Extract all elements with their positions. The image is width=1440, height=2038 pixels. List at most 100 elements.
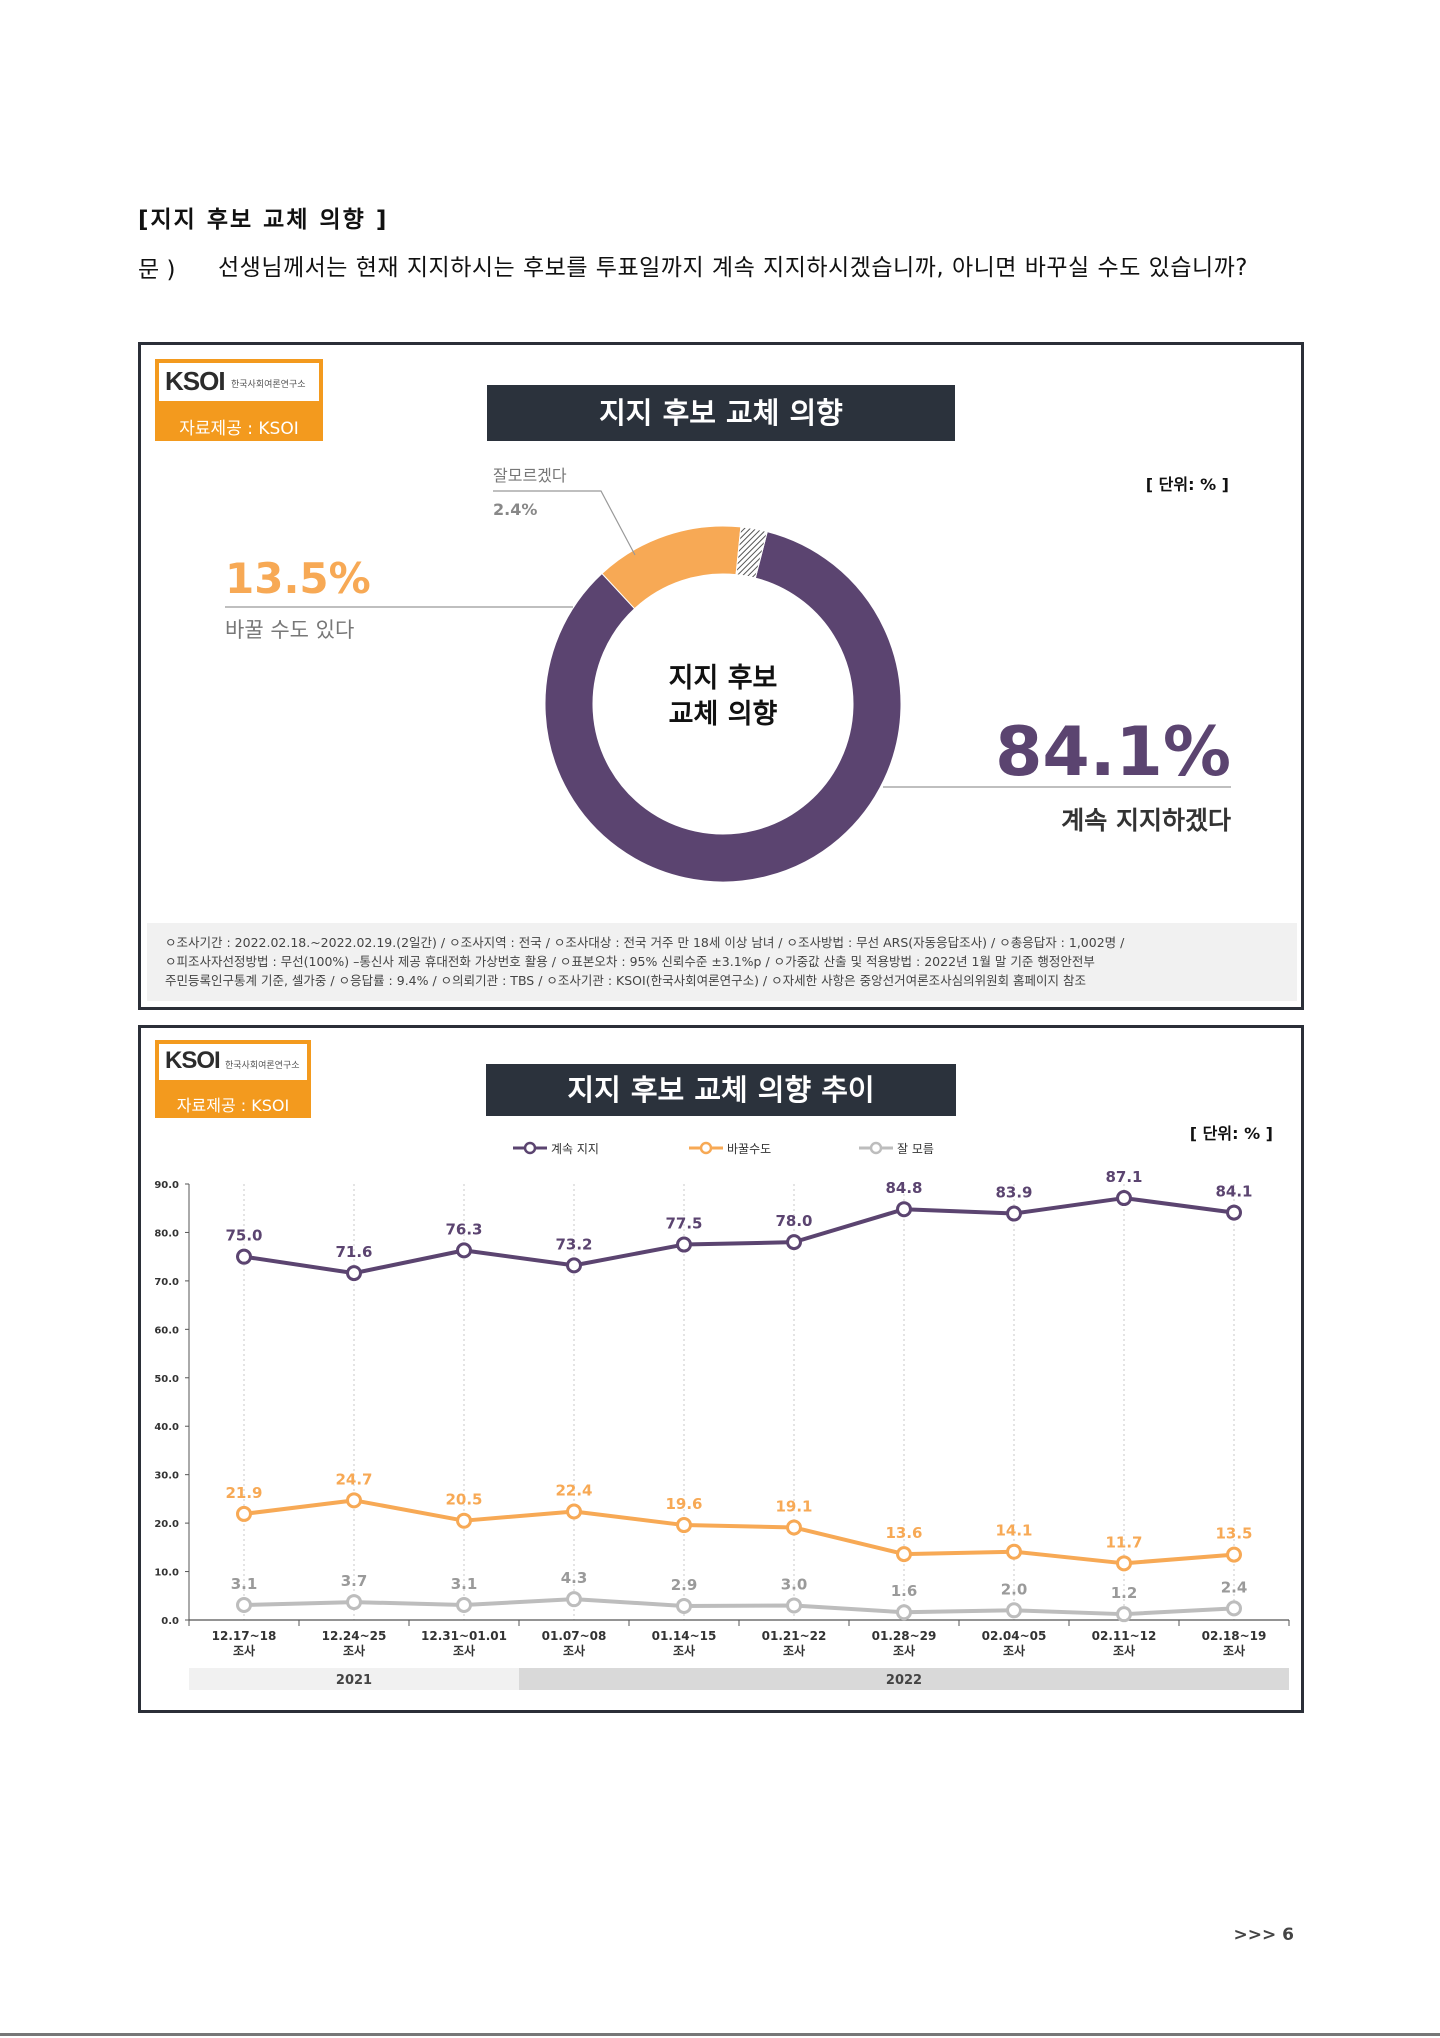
line-title: 지지 후보 교체 의향 추이 xyxy=(486,1064,956,1116)
data-point-change xyxy=(676,1517,692,1534)
line-chart: 0.0 10.0 20.0 30.0 40.0 50.0 60.0 70.0 80.0 90.0 1… xyxy=(154,1141,1290,1690)
data-label-change: 24.7 xyxy=(335,1470,372,1488)
logo-subtitle: 한국사회여론연구소 xyxy=(225,1061,300,1071)
x-tick-label: 12.17~18 xyxy=(212,1629,277,1643)
donut-slice-dont-know xyxy=(735,526,768,579)
donut-footnote: ㅇ조사기간 : 2022.02.18.~2022.02.19.(2일간) / ㅇ… xyxy=(147,923,1297,1001)
footnote-line: ㅇ피조사자선정방법 : 무선(100%) –통신사 제공 휴대전화 가상번호 활… xyxy=(165,954,1095,969)
data-point-continue xyxy=(456,1242,472,1259)
data-label-change: 14.1 xyxy=(995,1522,1032,1540)
data-label-continue: 83.9 xyxy=(995,1184,1032,1202)
data-point-continue xyxy=(566,1257,582,1274)
data-label-continue: 75.0 xyxy=(225,1227,262,1245)
legend-marker-change xyxy=(699,1141,713,1155)
continue-label: 계속 지지하겠다 xyxy=(1061,806,1231,835)
data-point-dont-know xyxy=(236,1596,252,1613)
data-point-continue xyxy=(236,1248,252,1265)
data-label-dont-know: 4.3 xyxy=(561,1569,588,1587)
y-tick-label: 0.0 xyxy=(161,1616,179,1627)
data-label-continue: 87.1 xyxy=(1105,1168,1142,1186)
x-tick-label: 12.31~01.01 xyxy=(421,1629,507,1643)
data-label-continue: 84.1 xyxy=(1215,1183,1252,1201)
x-tick-label: 조사 xyxy=(233,1643,255,1658)
series-line-change xyxy=(243,1498,1235,1566)
legend-marker-continue xyxy=(523,1141,537,1155)
data-point-change xyxy=(346,1492,362,1509)
x-tick-label: 02.11~12 xyxy=(1092,1629,1157,1643)
data-label-dont-know: 3.1 xyxy=(451,1575,478,1593)
data-label-dont-know: 3.7 xyxy=(341,1572,368,1590)
dk-label: 잘모르겠다 xyxy=(493,466,567,485)
donut-center-line1: 지지 후보 xyxy=(669,663,778,694)
data-point-change xyxy=(896,1546,912,1563)
year-label-2021: 2021 xyxy=(336,1673,372,1688)
data-label-change: 19.1 xyxy=(775,1497,812,1515)
data-point-change xyxy=(1006,1543,1022,1560)
x-tick-label: 조사 xyxy=(893,1643,915,1658)
data-point-dont-know xyxy=(456,1596,472,1613)
legend-label-continue: 계속 지지 xyxy=(551,1142,599,1156)
data-label-dont-know: 3.0 xyxy=(781,1575,808,1593)
page-bottom-border xyxy=(0,2033,1440,2036)
x-tick-label: 조사 xyxy=(1003,1643,1025,1658)
y-tick-label: 20.0 xyxy=(154,1519,179,1530)
ksoi-logo: KSOI 한국사회여론연구소 자료제공 : KSOI xyxy=(155,359,323,441)
donut-slice-continue xyxy=(544,530,902,883)
donut-title: 지지 후보 교체 의향 xyxy=(487,385,955,441)
data-label-dont-know: 2.0 xyxy=(1001,1580,1028,1598)
data-label-change: 22.4 xyxy=(555,1481,592,1499)
data-point-continue xyxy=(1226,1204,1242,1221)
data-label-continue: 73.2 xyxy=(555,1235,592,1253)
x-tick-label: 조사 xyxy=(673,1643,695,1658)
year-band-2021 xyxy=(189,1668,519,1690)
donut-chart-panel: KSOI 한국사회여론연구소 자료제공 : KSOI 지지 후보 교체 의향 [… xyxy=(138,342,1304,1010)
logo-brand: KSOI xyxy=(165,366,226,396)
y-tick-label: 10.0 xyxy=(154,1568,179,1579)
data-point-continue xyxy=(896,1201,912,1218)
logo-brand: KSOI xyxy=(165,1047,221,1074)
change-label: 바꿀 수도 있다 xyxy=(225,618,354,642)
data-label-change: 19.6 xyxy=(665,1495,702,1513)
x-tick-label: 조사 xyxy=(1223,1643,1245,1658)
x-tick-label: 조사 xyxy=(563,1643,585,1658)
data-point-dont-know xyxy=(346,1594,362,1611)
dk-leader-line xyxy=(493,490,636,556)
donut-chart: 지지 후보 교체 의향 잘모르겠다 2.4% 13.5% 바꿀 수도 있다 84… xyxy=(225,466,1231,883)
data-label-dont-know: 3.1 xyxy=(231,1575,258,1593)
data-label-continue: 71.6 xyxy=(335,1243,372,1261)
ksoi-logo: KSOI 한국사회여론연구소 자료제공 : KSOI xyxy=(155,1040,311,1118)
legend-label-change: 바꿀수도 xyxy=(727,1142,771,1156)
series-line-continue xyxy=(243,1196,1235,1276)
data-point-continue xyxy=(676,1236,692,1253)
data-label-continue: 84.8 xyxy=(885,1179,922,1197)
data-point-dont-know xyxy=(1226,1600,1242,1617)
line-chart-panel: KSOI 한국사회여론연구소 자료제공 : KSOI 지지 후보 교체 의향 추… xyxy=(138,1025,1304,1713)
logo-source: 자료제공 : KSOI xyxy=(179,419,299,439)
series-line-dont-know xyxy=(243,1597,1235,1617)
x-tick-label: 02.18~19 xyxy=(1202,1629,1267,1643)
footnote-line: ㅇ조사기간 : 2022.02.18.~2022.02.19.(2일간) / ㅇ… xyxy=(165,935,1125,950)
data-point-dont-know xyxy=(566,1591,582,1608)
data-label-change: 13.5 xyxy=(1215,1525,1252,1543)
legend-label-dont-know: 잘 모름 xyxy=(897,1142,934,1156)
data-point-continue xyxy=(1116,1190,1132,1207)
x-tick-label: 01.28~29 xyxy=(872,1629,937,1643)
data-label-change: 13.6 xyxy=(885,1524,922,1542)
y-tick-label: 60.0 xyxy=(154,1325,179,1336)
data-point-change xyxy=(1116,1555,1132,1572)
data-point-change xyxy=(566,1503,582,1520)
line-unit: [ 단위: % ] xyxy=(1189,1124,1273,1143)
data-point-change xyxy=(1226,1546,1242,1563)
data-point-continue xyxy=(786,1234,802,1251)
data-point-change xyxy=(456,1512,472,1529)
donut-center-line2: 교체 의향 xyxy=(669,699,778,730)
donut-slice-change xyxy=(601,525,742,610)
y-tick-label: 70.0 xyxy=(154,1277,179,1288)
x-tick-label: 조사 xyxy=(343,1643,365,1658)
data-label-continue: 78.0 xyxy=(775,1212,812,1230)
data-point-change xyxy=(786,1519,802,1536)
x-tick-label: 01.21~22 xyxy=(762,1629,827,1643)
data-label-continue: 77.5 xyxy=(665,1215,702,1233)
change-value: 13.5% xyxy=(225,554,371,603)
question-label: 문 ) xyxy=(138,257,176,283)
